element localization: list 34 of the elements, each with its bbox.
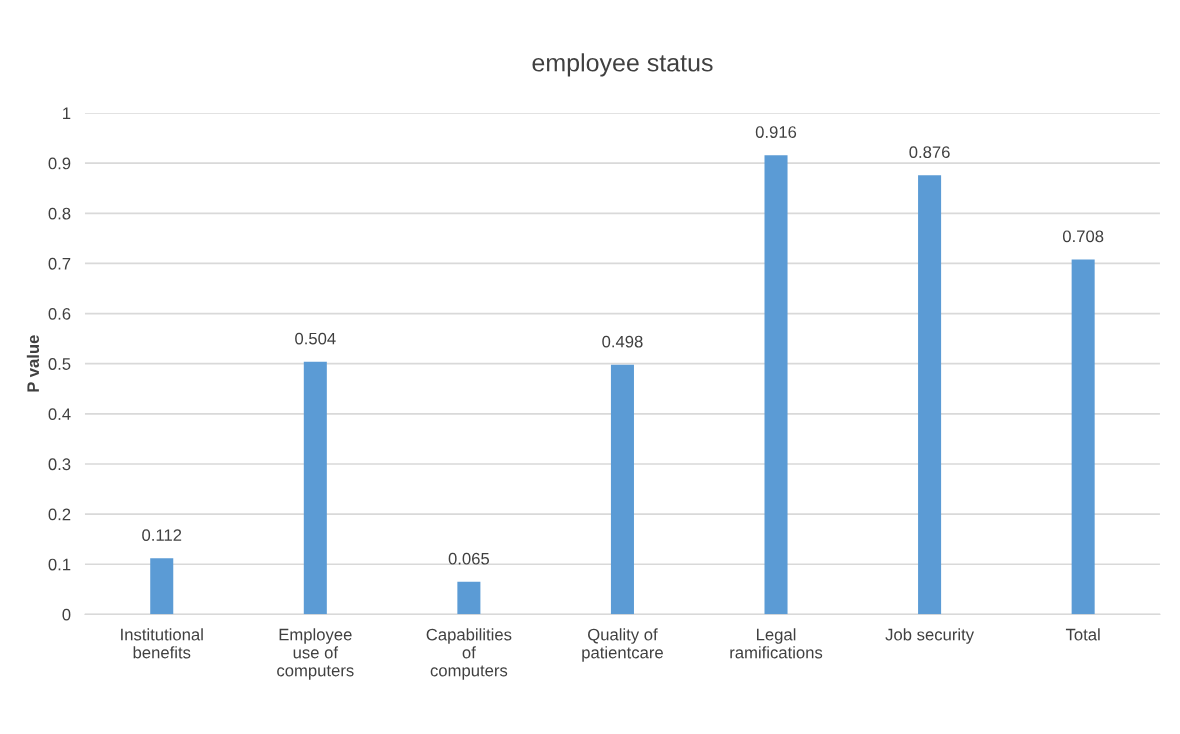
x-tick-label: Capabilities of computers: [426, 628, 512, 680]
y-tick-label: 0.9: [48, 157, 71, 170]
bar: [610, 364, 634, 615]
y-tick-label: 0: [62, 608, 71, 621]
y-tick-label: 0.4: [48, 408, 71, 421]
x-tick-label: Employee use of computers: [277, 628, 354, 680]
y-tick-label: 0.7: [48, 257, 71, 270]
x-tick-label: Total: [1065, 628, 1100, 641]
y-tick-label: 1: [63, 107, 71, 120]
bar: [457, 581, 481, 615]
bar: [150, 558, 174, 615]
bar: [918, 175, 942, 615]
y-tick-label: 0.6: [48, 307, 71, 320]
x-tick-label: Legal ramifications: [730, 628, 823, 659]
y-axis-title: P value: [26, 335, 40, 392]
x-tick-label: Quality of patientcare: [582, 628, 663, 662]
y-tick-label: 0.2: [48, 508, 71, 521]
y-tick-label: 0.8: [48, 207, 71, 220]
bar: [764, 155, 788, 615]
data-label: 0.065: [448, 552, 490, 565]
data-label: 0.112: [142, 529, 182, 542]
data-label: 0.876: [909, 146, 950, 159]
data-label: 0.916: [755, 126, 797, 138]
data-label: 0.504: [295, 332, 336, 345]
y-tick-label: 0.1: [48, 558, 71, 571]
bar: [1071, 259, 1095, 615]
bar: [303, 361, 327, 615]
chart-title: employee status: [532, 53, 713, 77]
data-label: 0.708: [1062, 230, 1104, 243]
data-label: 0.498: [602, 335, 643, 348]
x-tick-label: Job security: [885, 628, 975, 644]
y-tick-label: 0.5: [48, 358, 71, 370]
y-tick-label: 0.3: [48, 458, 71, 471]
x-tick-label: Institutional benefits: [121, 628, 203, 659]
